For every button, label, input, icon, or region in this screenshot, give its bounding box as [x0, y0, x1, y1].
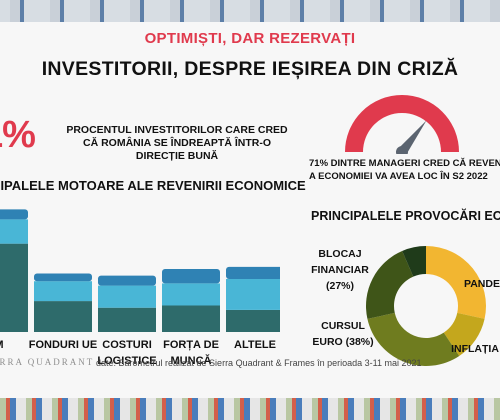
- background-fabric-top: [0, 0, 500, 22]
- donut-slice: [366, 250, 414, 319]
- bar-segment: [34, 281, 92, 302]
- donut-slice-label-line: BLOCAJ: [318, 248, 362, 260]
- drivers-heading: PRINCIPALELE MOTOARE ALE REVENIRII ECONO…: [0, 178, 306, 193]
- gauge-arc: [345, 95, 459, 153]
- category-label-line: FONDURI UE: [28, 339, 98, 351]
- donut-slice-label-line: FINANCIAR: [311, 264, 369, 276]
- recovery-gauge: [345, 95, 459, 154]
- category-label: FONDURI UE: [26, 337, 100, 353]
- category-label-line: M: [0, 337, 36, 353]
- challenges-donut-chart: [366, 246, 486, 366]
- category-label-line: LOGISTICE: [97, 355, 157, 367]
- background-fabric-bottom: [0, 398, 500, 420]
- gauge-hub: [396, 146, 408, 154]
- kicker-title: OPTIMIȘTI, DAR REZERVAȚI: [144, 30, 356, 47]
- source-note: date: Barometrul realizat de Sierra Quad…: [96, 358, 422, 368]
- donut-slice-label: BLOCAJ FINANCIAR (27%): [300, 246, 380, 294]
- donut-slice-label-line: CURSUL: [321, 320, 365, 332]
- category-label: FORȚA DE MUNCĂ: [154, 337, 228, 369]
- gauge-caption: 71% DINTRE MANAGERI CRED CĂ REVENIREA A …: [309, 157, 500, 183]
- donut-slice-label: INFLAȚIA: [440, 341, 500, 357]
- donut-slice: [443, 312, 485, 356]
- challenges-heading: PRINCIPALELE PROVOCĂRI ECONOMICE: [311, 209, 500, 223]
- bar-segment: [226, 266, 280, 279]
- bar-segment: [98, 307, 156, 332]
- category-label-line: MUNCĂ: [170, 355, 212, 367]
- category-label: M: [0, 337, 36, 353]
- bar-segment: [98, 275, 156, 286]
- bar-segment: [0, 219, 28, 244]
- bar-segment: [34, 273, 92, 282]
- gauge-caption-line-1: 71% DINTRE MANAGERI CRED CĂ REVENIREA: [309, 158, 500, 169]
- gauge-caption-line-2: A ECONOMIEI VA AVEA LOC ÎN S2 2022: [309, 171, 488, 182]
- bar-segment: [162, 305, 220, 332]
- donut-slice: [426, 246, 486, 319]
- bar-segment: [162, 269, 220, 284]
- donut-slice-label: CURSUL EURO (38%): [310, 318, 376, 350]
- investor-percentage: 1%: [0, 114, 36, 156]
- main-title: INVESTITORII, DESPRE IEȘIREA DIN CRIZĂ: [41, 58, 459, 80]
- category-label-line: ALTELE: [234, 339, 276, 351]
- bar-segment: [0, 209, 28, 220]
- donut-slice-label-line: (27%): [325, 280, 354, 292]
- infographic-card: [0, 22, 500, 398]
- donut-slice-label: PANDE: [452, 276, 500, 292]
- donut-slice-label-line: INFLAȚIA: [451, 343, 499, 355]
- gauge-needle: [398, 120, 427, 154]
- category-label: ALTELE: [218, 337, 292, 353]
- brand-logo: SIERRA QUADRANT: [0, 357, 95, 367]
- category-label: COSTURI LOGISTICE: [90, 337, 164, 369]
- bar-segment: [34, 301, 92, 332]
- donut-slice: [402, 246, 426, 277]
- drivers-bar-chart: [0, 209, 280, 332]
- bar-segment: [162, 283, 220, 306]
- bar-segment: [98, 285, 156, 308]
- donut-slice-label-line: EURO (38%): [312, 336, 374, 348]
- category-label-line: COSTURI: [102, 339, 152, 351]
- investor-percentage-caption: PROCENTUL INVESTITORILOR CARE CRED CĂ RO…: [66, 124, 288, 162]
- category-label-line: FORȚA DE: [163, 339, 219, 351]
- donut-slice-label-line: PANDE: [464, 278, 500, 290]
- bar-segment: [226, 309, 280, 332]
- bar-segment: [0, 243, 28, 332]
- bar-segment: [226, 278, 280, 310]
- donut-slice: [367, 312, 460, 366]
